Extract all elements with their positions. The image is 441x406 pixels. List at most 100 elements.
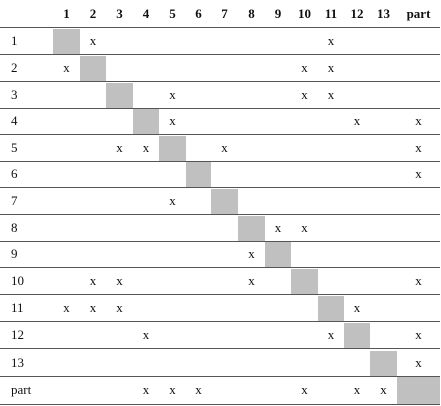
- matrix-cell: [80, 241, 106, 267]
- table-row: 12 x x x: [0, 322, 440, 349]
- matrix-cell: [344, 268, 370, 294]
- matrix-cell: [53, 322, 80, 348]
- matrix-cell: x: [142, 140, 150, 155]
- matrix-cell: [53, 350, 80, 376]
- matrix-cell: [133, 295, 159, 321]
- diagonal-cell: [291, 269, 318, 294]
- matrix-cell: [80, 188, 106, 214]
- matrix-cell: [133, 55, 159, 81]
- matrix-cell: [186, 350, 211, 376]
- row-label: 1: [11, 33, 18, 48]
- row-label: 6: [11, 166, 18, 181]
- matrix-cell: [238, 135, 265, 161]
- matrix-cell: [159, 55, 186, 81]
- table-row: 5 x x x x: [0, 135, 440, 162]
- matrix-cell: [80, 215, 106, 241]
- matrix-cell: [265, 108, 291, 134]
- row-label: 10: [11, 273, 24, 288]
- column-header: part: [406, 6, 431, 21]
- matrix-cell: [370, 215, 397, 241]
- matrix-cell: [318, 188, 344, 214]
- matrix-cell: [370, 295, 397, 321]
- diagonal-cell: [344, 323, 370, 348]
- matrix-cell: [133, 350, 159, 376]
- matrix-cell: x: [169, 382, 176, 397]
- matrix-cell: [106, 376, 133, 404]
- matrix-cell: [265, 350, 291, 376]
- matrix-cell: [133, 28, 159, 54]
- matrix-cell: [211, 241, 238, 267]
- matrix-cell: [291, 241, 318, 267]
- matrix-cell: [291, 350, 318, 376]
- column-header: 7: [221, 6, 228, 21]
- matrix-cell: [159, 241, 186, 267]
- matrix-cell: x: [89, 33, 97, 48]
- matrix-cell: x: [415, 273, 422, 288]
- column-header: 5: [169, 6, 176, 21]
- matrix-cell: x: [116, 140, 123, 155]
- matrix-cell: [318, 161, 344, 187]
- matrix-cell: [397, 28, 440, 54]
- matrix-cell: [318, 215, 344, 241]
- matrix-cell: [238, 322, 265, 348]
- matrix-cell: [106, 241, 133, 267]
- diagonal-cell: [318, 296, 344, 321]
- matrix-cell: [53, 241, 80, 267]
- matrix-cell: x: [195, 382, 202, 397]
- matrix-cell: x: [63, 60, 70, 75]
- matrix-cell: [106, 28, 133, 54]
- matrix-cell: [344, 82, 370, 108]
- matrix-cell: [186, 322, 211, 348]
- column-header: 8: [248, 6, 255, 21]
- matrix-cell: [370, 241, 397, 267]
- column-header: 9: [274, 6, 282, 21]
- matrix-cell: x: [415, 113, 422, 128]
- matrix-cell: [211, 350, 238, 376]
- matrix-cell: [370, 108, 397, 134]
- matrix-cell: [211, 295, 238, 321]
- matrix-cell: x: [169, 113, 176, 128]
- matrix-cell: [397, 82, 440, 108]
- matrix-cell: [238, 108, 265, 134]
- matrix-cell: [370, 55, 397, 81]
- matrix-cell: x: [327, 327, 335, 342]
- column-header: 12: [350, 6, 364, 21]
- matrix-cell: x: [353, 382, 361, 397]
- matrix-cell: [238, 161, 265, 187]
- matrix-cell: [238, 188, 265, 214]
- matrix-cell: [211, 108, 238, 134]
- matrix-cell: [106, 215, 133, 241]
- matrix-cell: [265, 268, 291, 294]
- row-label: 11: [11, 300, 24, 315]
- matrix-cell: x: [116, 300, 123, 315]
- matrix-cell: [344, 241, 370, 267]
- matrix-cell: [370, 268, 397, 294]
- matrix-cell: [370, 322, 397, 348]
- matrix-cell: x: [327, 87, 335, 102]
- matrix-cell: x: [63, 300, 70, 315]
- matrix-cell: [80, 108, 106, 134]
- row-label: 12: [11, 327, 24, 342]
- matrix-cell: [53, 135, 80, 161]
- matrix-cell: [344, 28, 370, 54]
- diagonal-cell: [370, 351, 397, 376]
- matrix-cell: [318, 376, 344, 404]
- column-header: 11: [324, 6, 338, 21]
- table-row: 13 x: [0, 350, 440, 377]
- matrix-cell: [291, 28, 318, 54]
- matrix-cell: [238, 376, 265, 404]
- row-label: 9: [11, 246, 18, 261]
- table-row: 2 x x x: [0, 55, 440, 82]
- row-label: 13: [11, 355, 24, 370]
- matrix-cell: [265, 135, 291, 161]
- matrix-cell: [318, 108, 344, 134]
- column-header: 13: [377, 6, 390, 21]
- diagonal-cell: [106, 83, 133, 108]
- matrix-cell: [133, 188, 159, 214]
- matrix-cell: [53, 161, 80, 187]
- matrix-cell: x: [301, 220, 308, 235]
- matrix-cell: x: [301, 60, 308, 75]
- matrix-cell: [370, 135, 397, 161]
